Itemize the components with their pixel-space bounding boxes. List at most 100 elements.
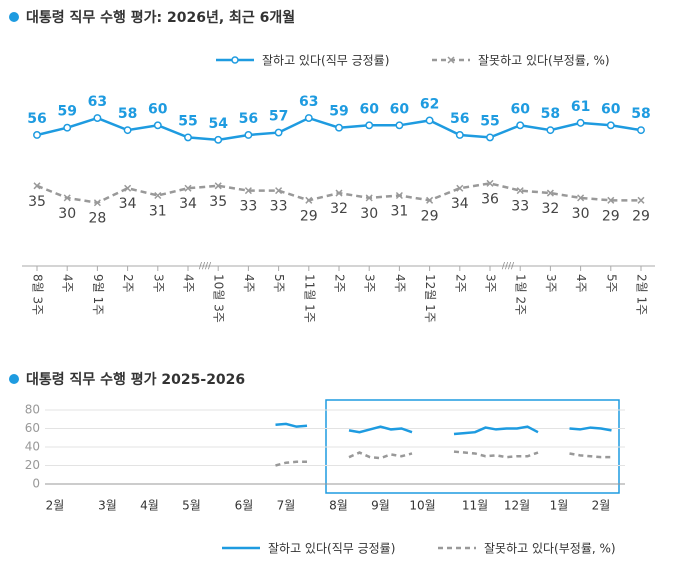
x-tick-label: 10월 <box>409 499 435 513</box>
marker <box>244 131 253 139</box>
marker <box>455 131 464 139</box>
data-label: 62 <box>420 96 439 112</box>
series-line <box>275 422 612 436</box>
x-tick-label: 12월 <box>504 499 530 513</box>
x-tick-label: 12월 1주 <box>423 274 437 323</box>
marker <box>123 126 132 135</box>
y-tick-label: 20 <box>25 458 40 472</box>
marker <box>63 194 71 202</box>
x-tick-label: 2주 <box>333 274 347 293</box>
y-tick-label: 0 <box>32 477 40 491</box>
marker <box>516 187 524 195</box>
x-tick-label: 6월 <box>235 499 254 513</box>
legend-label: 잘못하고 있다(부정률, %) <box>478 54 610 68</box>
data-label: 58 <box>541 106 560 122</box>
marker <box>184 133 192 142</box>
marker <box>577 194 585 202</box>
marker <box>335 123 343 132</box>
marker <box>395 121 404 130</box>
x-tick-label: 5주 <box>272 274 286 293</box>
data-label: 34 <box>119 196 137 212</box>
marker <box>486 179 494 187</box>
data-label: 59 <box>57 104 76 120</box>
data-label: 29 <box>300 208 318 224</box>
x-tick-label: 7월 <box>277 499 296 513</box>
data-label: 29 <box>602 208 620 224</box>
data-label: 60 <box>510 101 530 117</box>
marker <box>516 121 525 130</box>
x-tick-label: 5월 <box>182 499 201 513</box>
marker <box>305 196 313 204</box>
x-tick-label: 5주 <box>604 274 618 293</box>
data-label: 34 <box>179 196 197 212</box>
data-label: 32 <box>541 201 559 217</box>
marker <box>244 187 252 195</box>
data-label: 63 <box>299 94 318 110</box>
data-label: 33 <box>511 199 529 215</box>
data-label: 28 <box>88 211 106 227</box>
data-label: 55 <box>480 113 499 129</box>
data-label: 56 <box>239 111 258 127</box>
marker <box>214 135 223 144</box>
marker <box>214 182 222 190</box>
data-label: 54 <box>208 116 228 132</box>
axis-break: //// <box>502 262 515 272</box>
marker <box>486 133 494 142</box>
marker <box>395 191 403 200</box>
x-tick-label: 1월 2주 <box>514 274 528 315</box>
data-label: 29 <box>421 208 439 224</box>
x-tick-label: 2주 <box>453 274 467 293</box>
x-tick-label: 2월 <box>46 499 65 513</box>
data-label: 34 <box>451 196 469 212</box>
chart-title: 대통령 직무 수행 평가 2025-2026 <box>26 371 245 388</box>
marker <box>546 189 554 197</box>
marker <box>33 131 41 139</box>
x-tick-label: 11월 <box>462 499 488 513</box>
y-tick-label: 60 <box>25 421 40 435</box>
legend-label: 잘하고 있다(직무 긍정률) <box>268 542 395 556</box>
y-tick-label: 40 <box>25 440 40 454</box>
x-tick-label: 2월 1주 <box>635 274 649 315</box>
x-tick-label: 9월 1주 <box>91 274 105 315</box>
data-label: 60 <box>359 101 379 117</box>
data-label: 30 <box>58 206 76 222</box>
title-dot <box>9 374 19 384</box>
data-label: 36 <box>481 191 499 207</box>
marker <box>93 114 102 122</box>
chart-title: 대통령 직무 수행 평가: 2026년, 최근 6개월 <box>26 9 295 26</box>
x-tick-label: 1월 <box>550 499 569 513</box>
marker <box>154 191 162 200</box>
marker <box>93 199 101 207</box>
x-tick-label: 9월 <box>371 499 390 513</box>
marker <box>274 128 283 137</box>
x-tick-label: 4월 <box>140 499 159 513</box>
data-label: 57 <box>269 109 288 125</box>
marker <box>153 121 162 130</box>
marker <box>637 196 645 204</box>
marker <box>425 116 434 125</box>
x-tick-label: 3주 <box>363 274 377 293</box>
x-tick-label: 4주 <box>61 274 75 293</box>
x-tick-label: 3월 <box>98 499 117 513</box>
data-label: 60 <box>148 101 168 117</box>
data-label: 32 <box>330 201 348 217</box>
marker <box>124 184 132 192</box>
axis-break: //// <box>199 262 212 272</box>
x-tick-label: 4주 <box>393 274 407 293</box>
legend-label: 잘못하고 있다(부정률, %) <box>484 542 616 556</box>
title-dot <box>9 12 19 22</box>
data-label: 33 <box>270 199 288 215</box>
legend-label: 잘하고 있다(직무 긍정률) <box>262 54 389 68</box>
marker <box>304 114 313 122</box>
legend-marker <box>231 56 239 64</box>
x-tick-label: 2월 <box>592 499 611 513</box>
data-label: 56 <box>27 111 46 127</box>
data-label: 30 <box>360 206 378 222</box>
data-label: 31 <box>390 203 408 219</box>
data-label: 60 <box>601 101 621 117</box>
x-tick-label: 3주 <box>544 274 558 293</box>
data-label: 56 <box>450 111 469 127</box>
data-label: 59 <box>329 104 348 120</box>
x-tick-label: 3주 <box>484 274 498 293</box>
data-label: 61 <box>571 99 590 115</box>
